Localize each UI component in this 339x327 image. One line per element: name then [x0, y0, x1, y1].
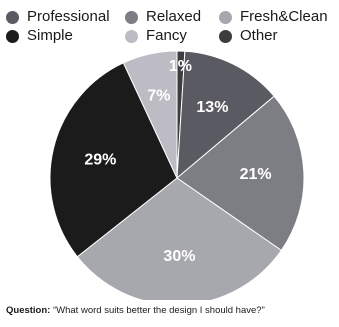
pie-label-fresh-clean: 30%	[163, 248, 195, 265]
legend-item-professional: Professional	[6, 8, 110, 26]
legend-item-fresh-clean: Fresh&Clean	[219, 8, 328, 26]
legend-label-professional: Professional	[27, 8, 110, 25]
question-footnote: Question: “What word suits better the de…	[6, 305, 265, 316]
pie-slice-fresh-clean	[76, 177, 283, 300]
legend-swatch-other	[219, 29, 232, 43]
pie-label-fancy: 7%	[147, 88, 170, 105]
legend-label-other: Other	[240, 27, 278, 44]
legend-swatch-fancy	[125, 29, 138, 43]
legend-item-fancy: Fancy	[125, 27, 187, 45]
legend-swatch-simple	[6, 29, 19, 43]
pie-plot-area: 1% 13% 21% 30% 29% 7%	[49, 50, 305, 300]
pie-label-relaxed: 21%	[240, 166, 272, 183]
pie-slice-professional	[176, 50, 275, 180]
legend-label-relaxed: Relaxed	[146, 8, 202, 25]
pie-label-professional: 13%	[196, 99, 228, 116]
question-label: Question:	[6, 305, 51, 316]
question-text: “What word suits better the design I sho…	[50, 305, 265, 316]
legend-swatch-professional	[6, 10, 19, 24]
pie-slice-fancy	[122, 50, 178, 179]
legend-label-simple: Simple	[27, 27, 73, 44]
legend-swatch-fresh-clean	[219, 10, 232, 24]
chart-legend: Professional Relaxed Fresh&Clean Simple …	[6, 8, 336, 44]
pie-slice-relaxed	[176, 95, 305, 252]
pie-label-simple: 29%	[84, 151, 116, 168]
pie-label-other: 1%	[169, 58, 192, 75]
legend-item-relaxed: Relaxed	[125, 8, 201, 26]
legend-item-other: Other	[219, 27, 278, 45]
legend-item-simple: Simple	[6, 27, 73, 45]
pie-slice-simple	[49, 62, 178, 258]
legend-label-fancy: Fancy	[146, 27, 187, 44]
legend-label-fresh-clean: Fresh&Clean	[240, 8, 328, 25]
legend-swatch-relaxed	[125, 10, 138, 24]
